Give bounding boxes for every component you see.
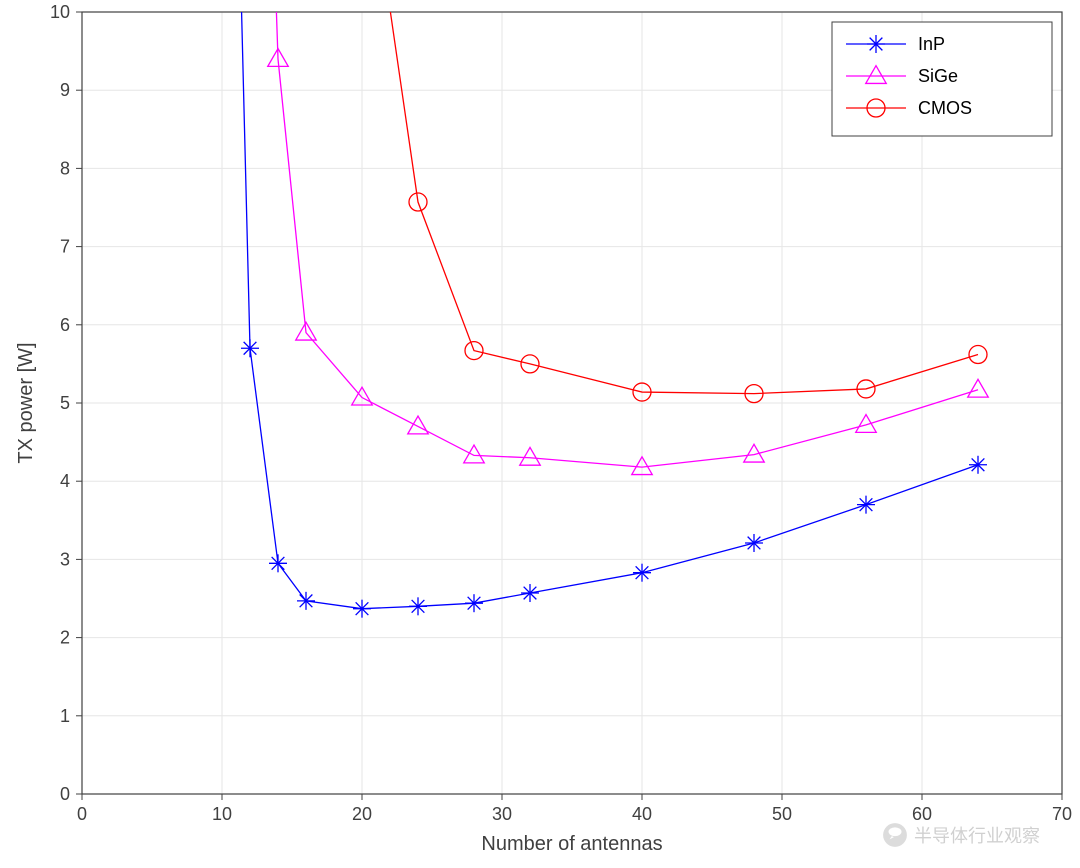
marker-asterisk [969,456,987,474]
marker-asterisk [633,564,651,582]
y-tick-label: 0 [60,784,70,804]
marker-asterisk [521,584,539,602]
x-tick-label: 20 [352,804,372,824]
x-tick-label: 30 [492,804,512,824]
y-tick-label: 4 [60,471,70,491]
marker-asterisk [297,592,315,610]
x-tick-label: 60 [912,804,932,824]
marker-asterisk [353,600,371,618]
legend-label: CMOS [918,98,972,118]
y-tick-label: 2 [60,628,70,648]
marker-asterisk [269,554,287,572]
marker-asterisk [745,534,763,552]
y-tick-label: 8 [60,158,70,178]
marker-asterisk [857,496,875,514]
y-tick-label: 5 [60,393,70,413]
marker-asterisk [465,594,483,612]
y-tick-label: 3 [60,549,70,569]
x-tick-label: 70 [1052,804,1072,824]
marker-asterisk [867,35,885,53]
legend: InP SiGe CMOS [832,22,1052,136]
y-tick-label: 6 [60,315,70,335]
marker-asterisk [409,597,427,615]
legend-label: InP [918,34,945,54]
y-tick-label: 1 [60,706,70,726]
x-tick-label: 40 [632,804,652,824]
y-tick-label: 7 [60,237,70,257]
y-tick-label: 9 [60,80,70,100]
chart-container: 0 10 20 30 40 50 60 70 0 1 2 3 4 5 6 7 8 9 10 Number of ant… [0,0,1080,868]
y-axis-label: TX power [W] [15,342,37,463]
x-axis-label: Number of antennas [481,833,662,855]
x-tick-label: 10 [212,804,232,824]
x-tick-label: 0 [77,804,87,824]
legend-label: SiGe [918,66,958,86]
tx-power-chart: 0 10 20 30 40 50 60 70 0 1 2 3 4 5 6 7 8 9 10 Number of ant… [0,0,1080,868]
marker-asterisk [241,339,259,357]
y-tick-label: 10 [50,2,70,22]
x-tick-label: 50 [772,804,792,824]
